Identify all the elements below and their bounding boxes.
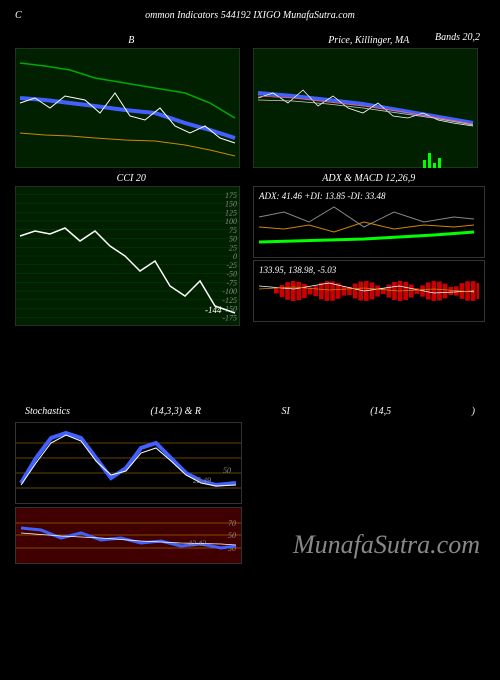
stoch-label-left: Stochastics [25,406,70,417]
bottom-labels: Stochastics (14,3,3) & R SI (14,5 ) [15,406,485,417]
svg-text:125: 125 [225,208,237,217]
adx-macd-stack: ADX & MACD 12,26,9 ADX: 41.46 +DI: 13.85… [253,173,486,326]
svg-text:-75: -75 [226,278,237,287]
mid-charts-row: CCI 20 1751501251007550250-25-50-75-100-… [15,173,485,326]
svg-text:0: 0 [233,252,237,261]
bollinger-container: B [15,35,248,168]
svg-text:50: 50 [228,531,236,540]
macd-box: 133.95, 138.98, -5.03 [253,260,486,322]
rsi-chart: 70503042.42 [16,508,241,563]
svg-text:50: 50 [223,466,231,475]
svg-text:-175: -175 [222,313,237,322]
page-header: C ommon Indicators 544192 IXIGO MunafaSu… [15,10,485,25]
svg-text:133.95, 138.98, -5.03: 133.95, 138.98, -5.03 [259,265,337,275]
watermark: MunafaSutra.com [293,530,480,560]
svg-text:50: 50 [229,235,237,244]
stoch-label-rightmost: ) [472,406,475,417]
adx-box: ADX: 41.46 +DI: 13.85 -DI: 33.48 [253,186,486,258]
svg-text:175: 175 [225,191,237,200]
top-charts-row: B Price, Killinger, MA [15,35,485,168]
cci-chart: 1751501251007550250-25-50-75-100-125-150… [15,186,240,326]
svg-text:150: 150 [225,200,237,209]
svg-text:42.42: 42.42 [188,539,206,548]
svg-text:ADX: 41.46 +DI: 13.85 -DI: 33: ADX: 41.46 +DI: 13.85 -DI: 33.48 [258,191,386,201]
svg-text:25.49: 25.49 [193,476,211,485]
svg-text:-100: -100 [222,287,237,296]
rsi-box: 70503042.42 [15,507,242,564]
macd-chart: 133.95, 138.98, -5.03 [254,261,479,321]
svg-text:75: 75 [229,226,237,235]
svg-text:-125: -125 [222,296,237,305]
stoch-label-right: (14,5 [370,406,391,417]
bollinger-title: B [15,35,248,46]
svg-text:70: 70 [228,519,236,528]
cci-title: CCI 20 [15,173,248,184]
stoch-label-si: SI [281,406,289,417]
price-ma-container: Price, Killinger, MA [253,35,486,168]
bollinger-chart [15,48,240,168]
adx-chart: ADX: 41.46 +DI: 13.85 -DI: 33.48 [254,187,479,257]
svg-text:25: 25 [229,243,237,252]
cci-container: CCI 20 1751501251007550250-25-50-75-100-… [15,173,248,326]
svg-text:-144: -144 [205,305,222,315]
header-center: ommon Indicators 544192 IXIGO MunafaSutr… [145,10,355,21]
stoch-box: 25.49 50 [15,422,242,504]
stochastics-chart: 25.49 50 [16,423,241,503]
price-ma-chart [253,48,478,168]
svg-text:-50: -50 [226,270,237,279]
stoch-label-mid: (14,3,3) & R [150,406,201,417]
bands-label: Bands 20,2 [435,32,480,43]
svg-text:-25: -25 [226,261,237,270]
svg-text:100: 100 [225,217,237,226]
adx-title: ADX & MACD 12,26,9 [253,173,486,184]
header-left: C [15,10,22,21]
